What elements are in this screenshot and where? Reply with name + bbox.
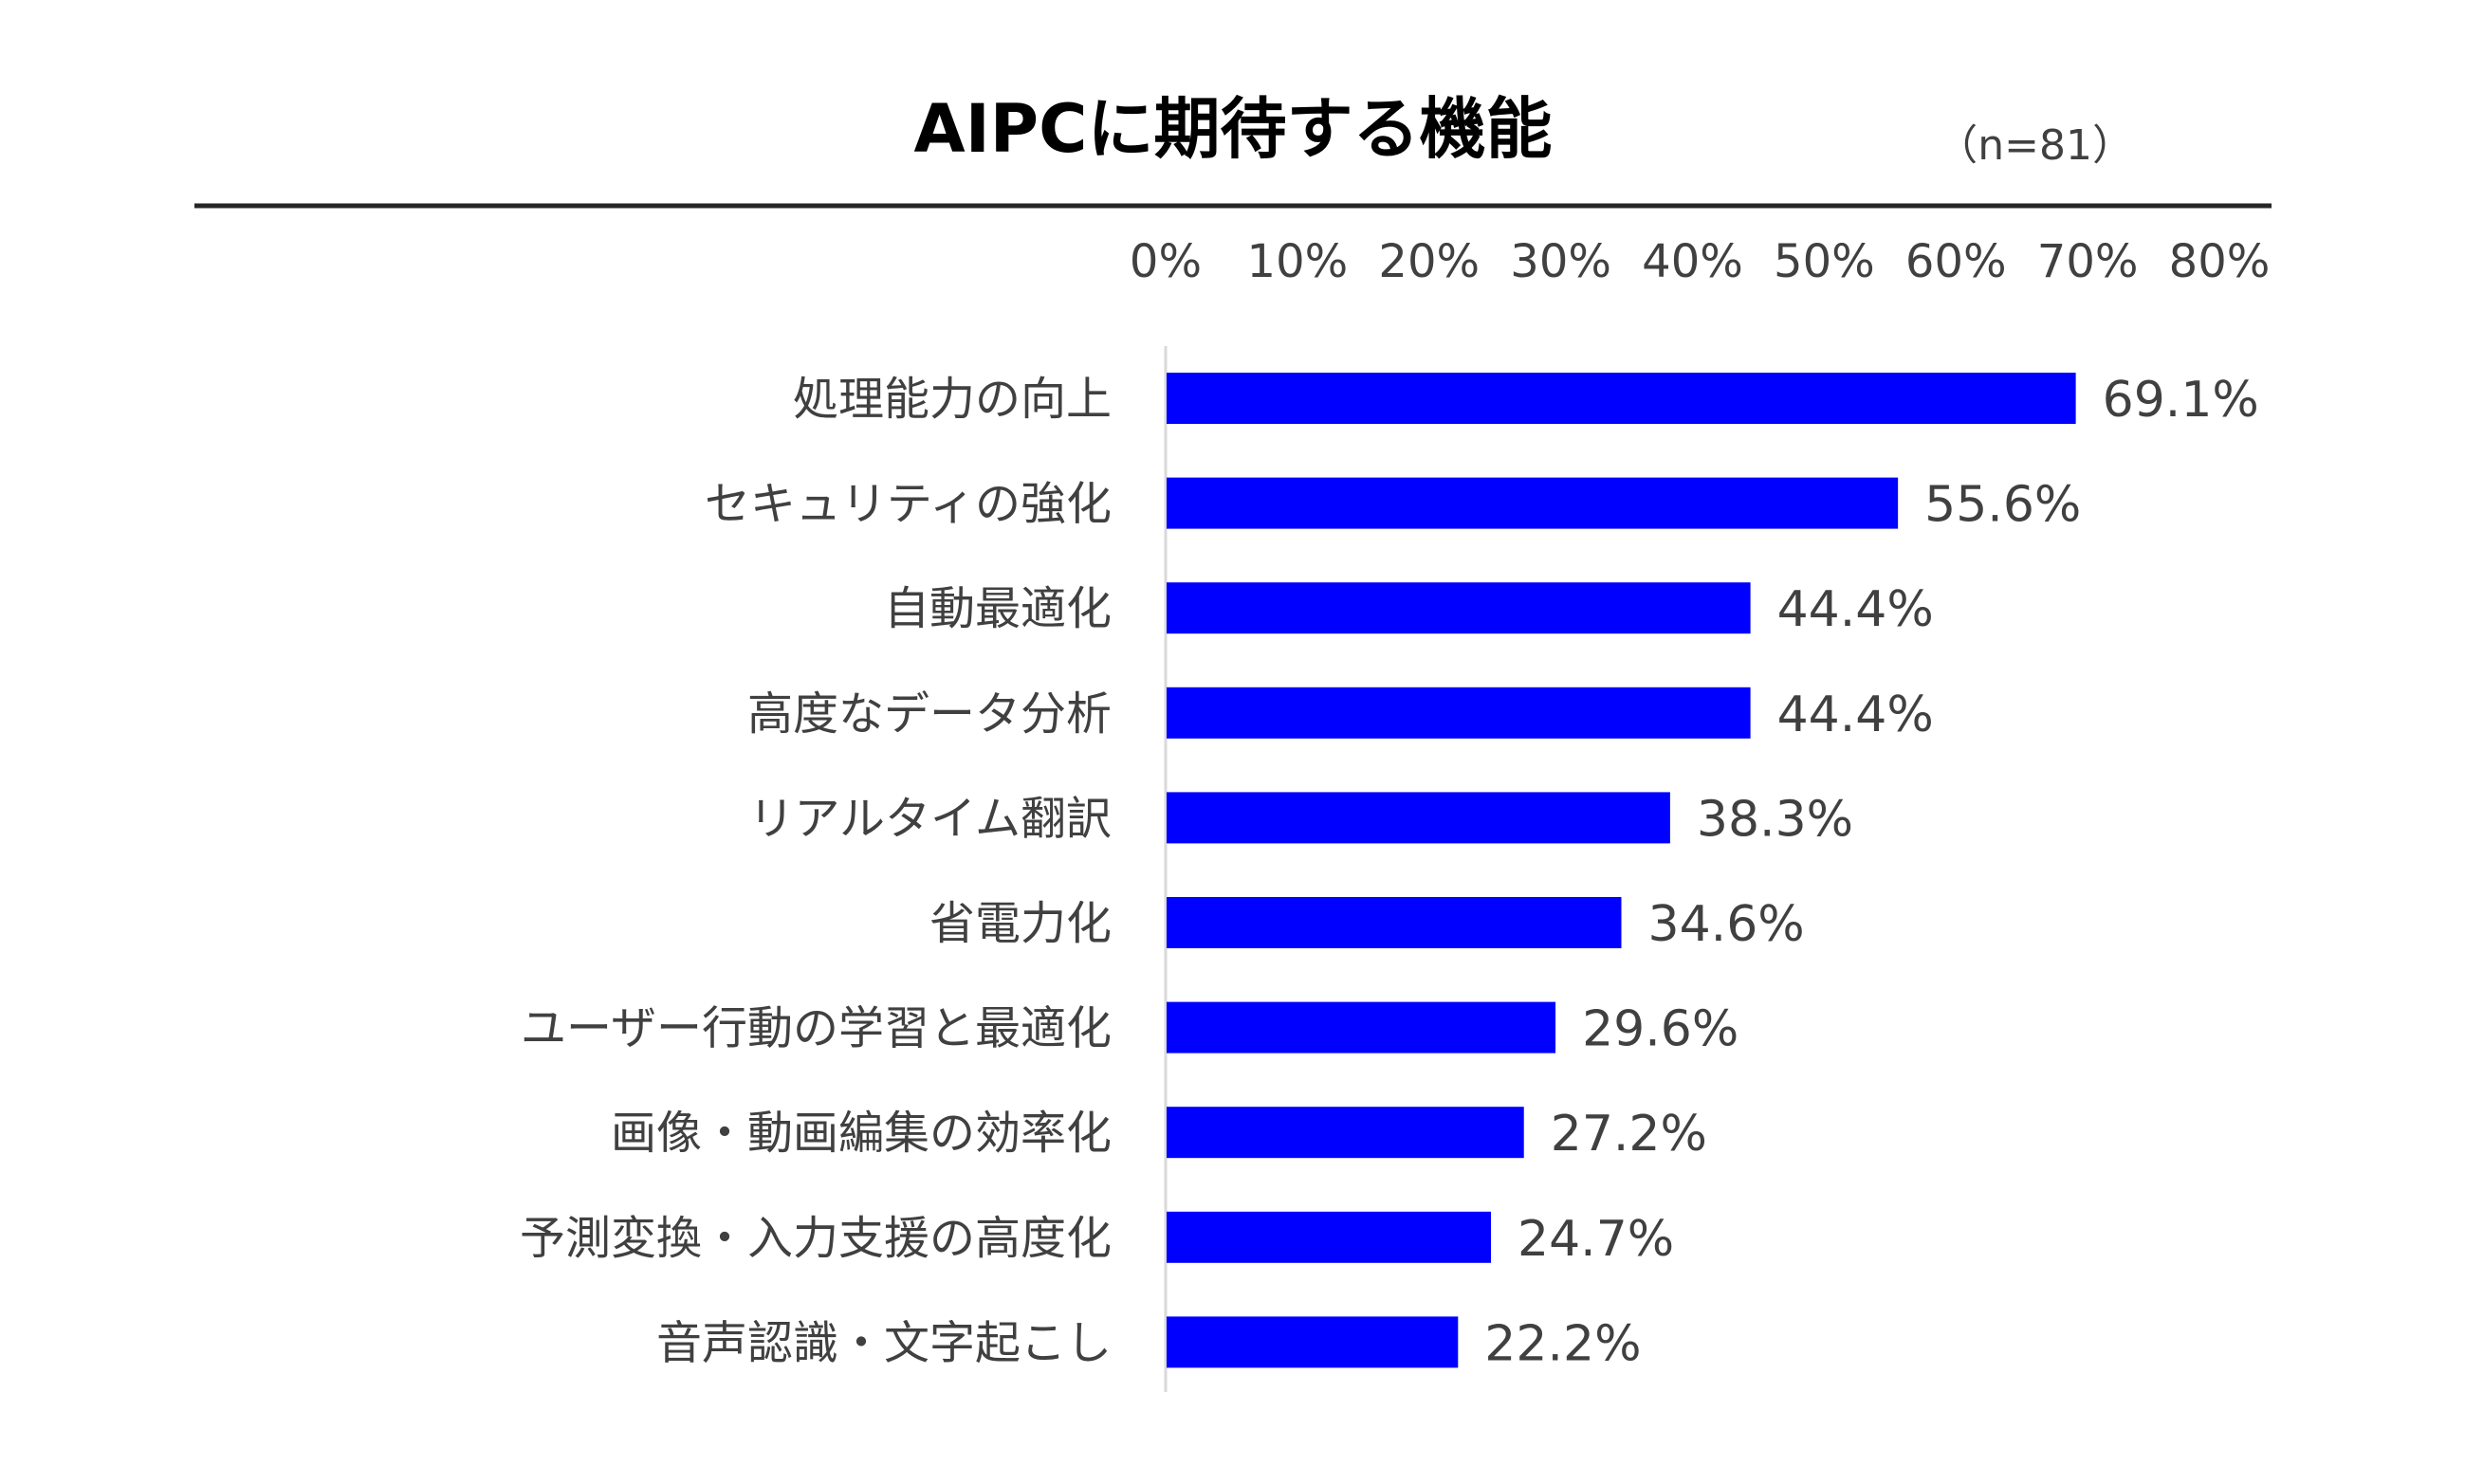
x-tick-label: 60% — [1905, 235, 2007, 288]
category-label: 自動最適化 — [884, 582, 1112, 635]
data-label: 44.4% — [1777, 687, 1934, 743]
bar — [1167, 1001, 1556, 1053]
data-label: 38.3% — [1697, 791, 1853, 848]
data-label: 69.1% — [2103, 372, 2259, 429]
category-label: 予測変換・入力支援の高度化 — [520, 1212, 1112, 1265]
bar — [1167, 1107, 1524, 1159]
x-tick-label: 50% — [1774, 235, 1875, 288]
bar — [1167, 687, 1751, 739]
x-tick-label: 70% — [2037, 235, 2139, 288]
bar — [1167, 792, 1670, 844]
category-label: 高度なデータ分析 — [747, 687, 1112, 741]
value-axis-ticks: 0% 10% 20% 30% 40% 50% 60% 70% 80% — [1130, 235, 2270, 288]
x-tick-label: 80% — [2169, 235, 2271, 288]
category-label: 省電力化 — [929, 897, 1112, 950]
x-tick-label: 40% — [1642, 235, 1743, 288]
x-tick-label: 0% — [1130, 235, 1202, 288]
data-label: 24.7% — [1518, 1211, 1674, 1268]
bar — [1167, 1211, 1492, 1263]
category-label: 音声認識・文字起こし — [656, 1316, 1112, 1369]
bar — [1167, 477, 1899, 529]
chart-title: AIPCに期待する機能 — [914, 90, 1553, 168]
data-label: 44.4% — [1777, 581, 1934, 638]
x-tick-label: 20% — [1378, 235, 1480, 288]
category-label: リアルタイム翻訳 — [748, 792, 1112, 845]
x-tick-label: 30% — [1510, 235, 1611, 288]
x-tick-label: 10% — [1247, 235, 1349, 288]
data-label: 27.2% — [1551, 1106, 1707, 1163]
category-label: 処理能力の向上 — [793, 373, 1112, 426]
data-label: 34.6% — [1648, 896, 1805, 953]
sample-size-note: （n=81） — [1936, 121, 2134, 170]
category-label: セキュリティの強化 — [705, 478, 1112, 531]
bar — [1167, 897, 1622, 948]
bars-group: 処理能力の向上 69.1% セキュリティの強化 55.6% 自動最適化 44.4% 高度なデ… — [520, 372, 2259, 1372]
data-label: 55.6% — [1924, 477, 2081, 534]
category-label: ユーザー行動の学習と最適化 — [521, 1002, 1112, 1055]
bar — [1167, 373, 2076, 424]
bar — [1167, 1316, 1459, 1368]
category-label: 画像・動画編集の効率化 — [611, 1107, 1112, 1160]
data-label: 22.2% — [1484, 1315, 1641, 1372]
data-label: 29.6% — [1582, 1001, 1738, 1058]
bar — [1167, 582, 1751, 634]
